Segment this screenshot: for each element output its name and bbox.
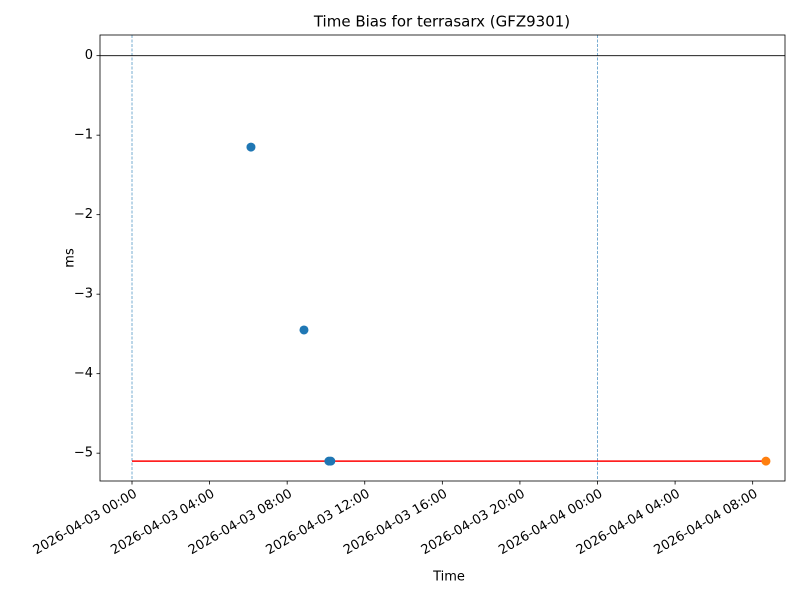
data-point — [326, 456, 336, 466]
data-point — [299, 325, 309, 335]
y-tick-label: −3 — [74, 287, 93, 302]
y-tick-label: −1 — [74, 128, 93, 143]
x-axis-label: Time — [432, 570, 465, 585]
chart-title: Time Bias for terrasarx (GFZ9301) — [313, 13, 570, 31]
y-tick-label: −5 — [74, 446, 93, 461]
y-tick-label: 0 — [85, 48, 93, 63]
y-tick-label: −4 — [74, 366, 93, 381]
plot-frame — [99, 34, 786, 482]
data-point — [246, 142, 256, 152]
y-tick-label: −2 — [74, 207, 93, 222]
y-axis-label: ms — [63, 248, 78, 268]
data-point — [761, 456, 771, 466]
